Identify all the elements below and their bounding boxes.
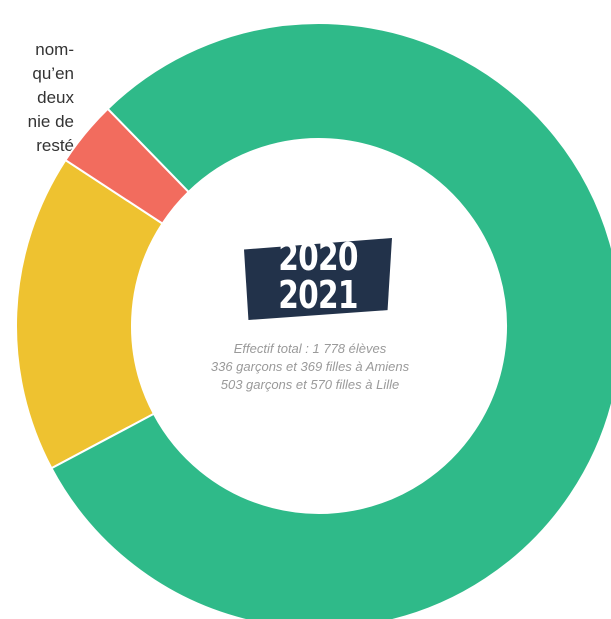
background-line: nie de [27,112,74,131]
caption-amiens: 336 garçons et 369 filles à Amiens [210,359,410,374]
year-line-1: 2020 [278,235,358,279]
chart-caption: Effectif total : 1 778 élèves 336 garçon… [160,340,460,394]
background-line: resté [36,136,74,155]
year-line-2: 2021 [278,273,358,317]
year-badge [244,238,392,320]
background-paragraph: nom- qu’en deux nie de resté [0,0,74,158]
caption-total: Effectif total : 1 778 élèves [233,341,387,356]
background-line: qu’en [32,64,74,83]
donut-slice [15,158,164,470]
caption-lille: 503 garçons et 570 filles à Lille [220,377,400,392]
background-line: deux [37,88,74,107]
background-line: nom- [35,40,74,59]
year-label: 2020 2021 [260,238,375,314]
donut-slice [50,22,611,619]
